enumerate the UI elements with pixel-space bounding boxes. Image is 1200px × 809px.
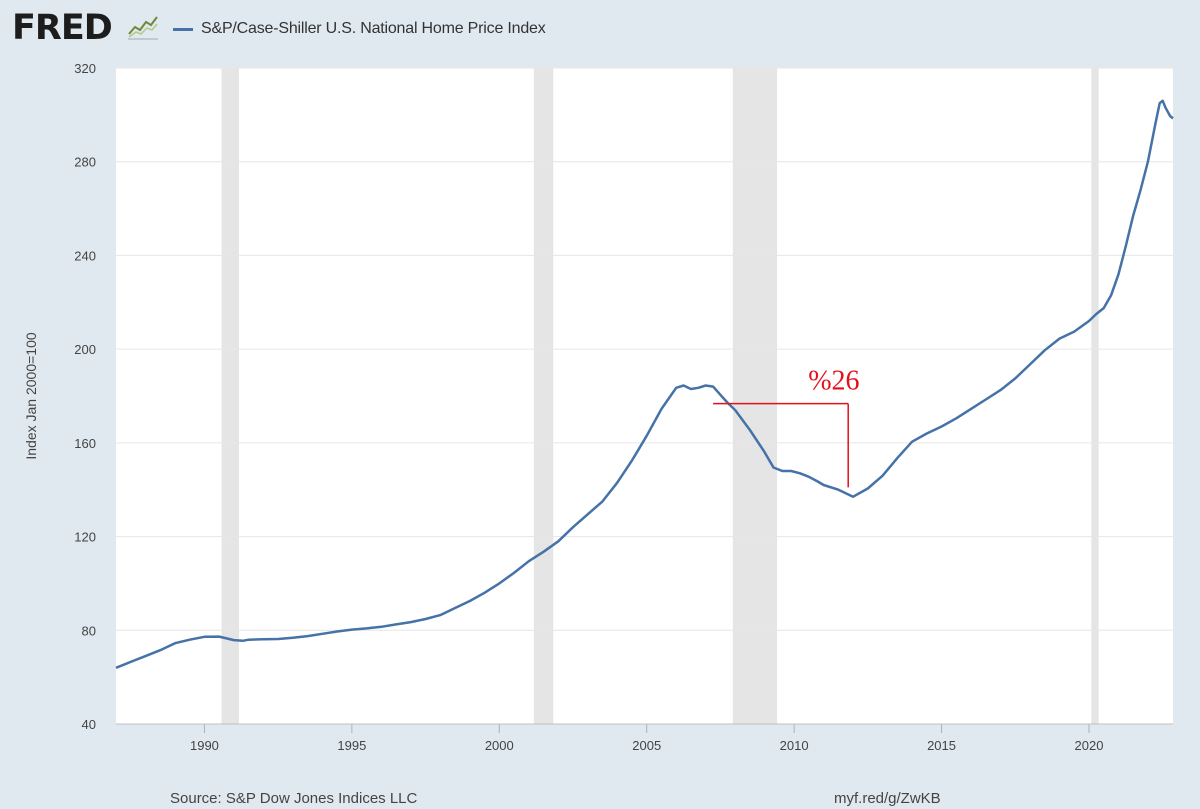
y-tick-label: 280 [74,155,96,170]
recession-band [533,68,554,724]
y-tick-label: 320 [74,61,96,76]
legend-label: S&P/Case-Shiller U.S. National Home Pric… [201,20,546,37]
recession-band [1091,68,1099,724]
header: FRED S&P/Case-Shiller U.S. National Home… [0,0,1200,60]
y-axis-title: Index Jan 2000=100 [23,332,39,459]
y-tick-label: 80 [82,623,96,638]
x-tick-label: 2000 [485,738,514,753]
plot-area [116,68,1173,724]
series-line[interactable] [115,99,1174,669]
source-note: Source: S&P Dow Jones Indices LLC [170,790,418,807]
y-tick-label: 240 [74,248,96,263]
annotation-label: %26 [808,366,859,397]
y-tick-label: 40 [82,717,96,732]
y-tick-label: 120 [74,530,96,545]
recession-band [732,68,778,724]
x-tick-label: 2005 [632,738,661,753]
short-link[interactable]: myf.red/g/ZwKB [834,790,941,807]
x-tick-label: 2010 [780,738,809,753]
legend-swatch [173,27,193,31]
x-tick-label: 1990 [190,738,219,753]
chart-legend[interactable]: S&P/Case-Shiller U.S. National Home Pric… [173,17,546,41]
x-tick-label: 2015 [927,738,956,753]
fred-logo[interactable]: FRED [12,8,113,48]
y-tick-label: 200 [74,342,96,357]
line-chart: 40 80 120 160 200 240 280 320 1990 1995 2000 2005 20… [23,61,1174,753]
x-tick-label: 2020 [1075,738,1104,753]
recession-band [221,68,239,724]
fred-logo-graph-icon [128,16,158,40]
y-tick-label: 160 [74,436,96,451]
x-tick-label: 1995 [337,738,366,753]
